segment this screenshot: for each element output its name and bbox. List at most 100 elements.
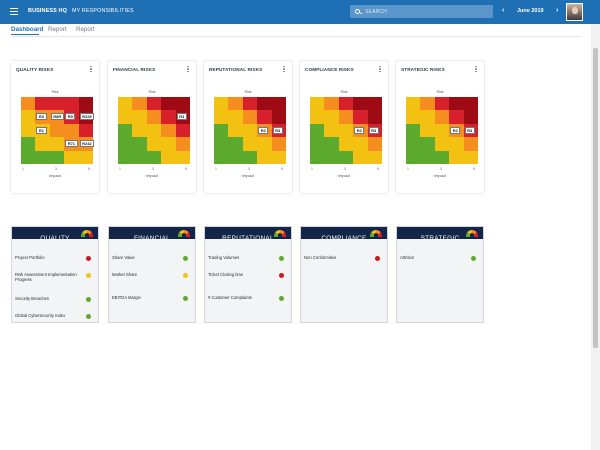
heatmap-cell[interactable] xyxy=(449,137,464,151)
heatmap-cell[interactable] xyxy=(353,150,368,164)
heatmap-cell[interactable] xyxy=(449,110,464,124)
heatmap-cell[interactable] xyxy=(132,137,147,151)
kpi-item[interactable]: Attrition xyxy=(400,255,479,269)
heatmap-cell[interactable] xyxy=(21,97,36,111)
kpi-item[interactable]: Market Share xyxy=(112,272,191,286)
kpi-item[interactable]: Project Portfolio xyxy=(15,255,94,269)
heatmap-cell[interactable] xyxy=(420,97,435,111)
heatmap-cell[interactable] xyxy=(78,150,93,164)
heatmap-cell[interactable] xyxy=(257,97,272,111)
heatmap-cell[interactable] xyxy=(324,123,339,138)
heatmap-cell[interactable] xyxy=(353,97,368,111)
risk-heatmap[interactable] xyxy=(214,97,286,164)
risk-badge[interactable]: R2 xyxy=(258,126,269,134)
heatmap-cell[interactable] xyxy=(463,97,478,111)
my-responsibilities-link[interactable]: MY RESPONSIBILITIES xyxy=(72,8,134,14)
heatmap-cell[interactable] xyxy=(228,137,243,151)
heatmap-cell[interactable] xyxy=(161,123,176,138)
heatmap-cell[interactable] xyxy=(21,137,36,151)
heatmap-cell[interactable] xyxy=(271,137,286,151)
heatmap-cell[interactable] xyxy=(324,150,339,164)
risk-heatmap[interactable] xyxy=(21,97,93,164)
heatmap-cell[interactable] xyxy=(64,123,79,138)
kpi-item[interactable]: Ticket Closing time xyxy=(208,272,287,286)
heatmap-cell[interactable] xyxy=(310,97,325,111)
heatmap-cell[interactable] xyxy=(64,150,79,164)
search-placeholder[interactable]: SEARCH xyxy=(365,9,388,15)
heatmap-cell[interactable] xyxy=(434,110,450,124)
heatmap-cell[interactable] xyxy=(310,110,325,124)
risk-heatmap[interactable] xyxy=(118,97,190,164)
heatmap-cell[interactable] xyxy=(242,137,258,151)
heatmap-cell[interactable] xyxy=(406,97,421,111)
heatmap-cell[interactable] xyxy=(118,150,133,164)
heatmap-cell[interactable] xyxy=(118,110,133,124)
heatmap-cell[interactable] xyxy=(161,137,176,151)
heatmap-cell[interactable] xyxy=(338,137,354,151)
heatmap-cell[interactable] xyxy=(228,110,243,124)
heatmap-cell[interactable] xyxy=(271,97,286,111)
heatmap-cell[interactable] xyxy=(449,150,464,164)
risk-badge[interactable]: R3 xyxy=(464,126,475,134)
heatmap-cell[interactable] xyxy=(434,150,450,164)
heatmap-cell[interactable] xyxy=(21,150,36,164)
heatmap-cell[interactable] xyxy=(146,123,162,138)
heatmap-cell[interactable] xyxy=(367,110,382,124)
heatmap-cell[interactable] xyxy=(434,123,450,138)
heatmap-cell[interactable] xyxy=(242,97,258,111)
risk-badge[interactable]: R229 xyxy=(79,113,95,121)
heatmap-cell[interactable] xyxy=(463,137,478,151)
heatmap-cell[interactable] xyxy=(420,137,435,151)
tab-dashboard[interactable]: Dashboard xyxy=(11,26,44,33)
heatmap-cell[interactable] xyxy=(214,123,229,138)
heatmap-cell[interactable] xyxy=(49,123,65,138)
vertical-scrollbar[interactable] xyxy=(591,24,600,450)
heatmap-cell[interactable] xyxy=(406,150,421,164)
heatmap-cell[interactable] xyxy=(214,137,229,151)
heatmap-cell[interactable] xyxy=(463,110,478,124)
kpi-item[interactable]: Non Conformities xyxy=(304,255,383,269)
risk-badge[interactable]: R4 xyxy=(176,113,187,121)
heatmap-cell[interactable] xyxy=(242,110,258,124)
kpi-item[interactable]: # Customer Complaints xyxy=(208,295,287,309)
heatmap-cell[interactable] xyxy=(175,150,190,164)
risk-badge[interactable]: R3 xyxy=(272,126,283,134)
heatmap-cell[interactable] xyxy=(146,150,162,164)
heatmap-cell[interactable] xyxy=(35,97,50,111)
heatmap-cell[interactable] xyxy=(35,137,50,151)
heatmap-cell[interactable] xyxy=(228,123,243,138)
heatmap-cell[interactable] xyxy=(175,97,190,111)
heatmap-cell[interactable] xyxy=(49,137,65,151)
heatmap-cell[interactable] xyxy=(353,137,368,151)
heatmap-cell[interactable] xyxy=(367,150,382,164)
heatmap-cell[interactable] xyxy=(463,150,478,164)
heatmap-cell[interactable] xyxy=(35,150,50,164)
search-box[interactable]: SEARCH xyxy=(350,5,493,18)
heatmap-cell[interactable] xyxy=(132,123,147,138)
heatmap-cell[interactable] xyxy=(118,123,133,138)
heatmap-cell[interactable] xyxy=(271,150,286,164)
heatmap-cell[interactable] xyxy=(132,110,147,124)
heatmap-cell[interactable] xyxy=(406,137,421,151)
heatmap-cell[interactable] xyxy=(324,110,339,124)
heatmap-cell[interactable] xyxy=(242,123,258,138)
heatmap-cell[interactable] xyxy=(338,150,354,164)
risk-badge[interactable]: R242 xyxy=(79,140,95,148)
heatmap-cell[interactable] xyxy=(353,110,368,124)
heatmap-cell[interactable] xyxy=(175,123,190,138)
heatmap-cell[interactable] xyxy=(228,150,243,164)
heatmap-cell[interactable] xyxy=(434,137,450,151)
kpi-item[interactable]: Security Breaches xyxy=(15,296,94,310)
risk-badge[interactable]: R2 xyxy=(450,126,461,134)
heatmap-cell[interactable] xyxy=(242,150,258,164)
heatmap-cell[interactable] xyxy=(146,97,162,111)
heatmap-cell[interactable] xyxy=(310,150,325,164)
risk-badge[interactable]: R71 xyxy=(65,140,78,148)
risk-badge[interactable]: R2 xyxy=(354,126,365,134)
heatmap-cell[interactable] xyxy=(118,137,133,151)
previous-month-arrow-icon[interactable]: ‹ xyxy=(502,7,505,14)
heatmap-cell[interactable] xyxy=(310,137,325,151)
heatmap-cell[interactable] xyxy=(49,97,65,111)
kpi-item[interactable]: EBITDA Margin xyxy=(112,295,191,309)
kpi-item[interactable]: Global Cybersecurity Index xyxy=(15,313,94,327)
